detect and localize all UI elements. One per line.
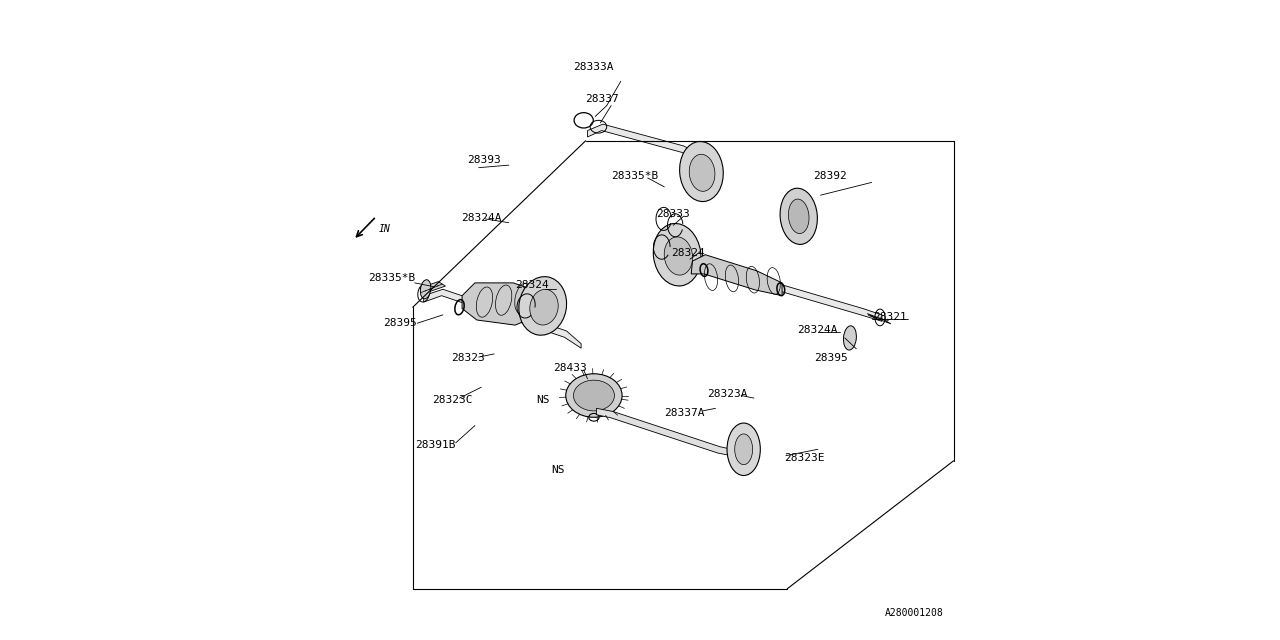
Polygon shape <box>420 282 445 292</box>
Text: 28324A: 28324A <box>461 212 502 223</box>
Ellipse shape <box>788 199 809 234</box>
Text: 28433: 28433 <box>554 363 588 373</box>
Text: NS: NS <box>536 395 550 405</box>
Polygon shape <box>588 124 703 162</box>
Text: 28335*B: 28335*B <box>612 171 658 181</box>
Polygon shape <box>424 289 581 348</box>
Ellipse shape <box>727 423 760 476</box>
Text: 28324: 28324 <box>671 248 704 258</box>
Ellipse shape <box>844 326 856 350</box>
Text: 28333: 28333 <box>657 209 690 220</box>
Ellipse shape <box>518 276 567 335</box>
Ellipse shape <box>735 434 753 465</box>
Text: 28393: 28393 <box>467 155 500 165</box>
Text: 28323A: 28323A <box>708 388 748 399</box>
Ellipse shape <box>653 223 701 286</box>
Text: 28324: 28324 <box>516 280 549 290</box>
Text: 28335*B: 28335*B <box>369 273 415 284</box>
Ellipse shape <box>573 380 614 411</box>
Polygon shape <box>462 283 545 325</box>
Text: 28395: 28395 <box>383 318 416 328</box>
Polygon shape <box>596 408 735 456</box>
Text: 28323: 28323 <box>452 353 485 364</box>
Ellipse shape <box>680 141 723 202</box>
Text: 28337: 28337 <box>585 94 620 104</box>
Text: 28323C: 28323C <box>433 395 472 405</box>
Polygon shape <box>691 255 782 296</box>
Text: 28333A: 28333A <box>573 62 613 72</box>
Ellipse shape <box>420 280 431 299</box>
Text: IN: IN <box>379 224 390 234</box>
Polygon shape <box>660 254 882 321</box>
Text: 28323E: 28323E <box>783 452 824 463</box>
Text: 28392: 28392 <box>813 171 846 181</box>
Text: NS: NS <box>552 465 566 476</box>
Text: 28324A: 28324A <box>796 324 837 335</box>
Text: A280001208: A280001208 <box>886 608 945 618</box>
Polygon shape <box>868 314 891 324</box>
Ellipse shape <box>566 374 622 417</box>
Ellipse shape <box>689 154 716 191</box>
Text: 28321: 28321 <box>874 312 908 322</box>
Ellipse shape <box>530 289 558 325</box>
Ellipse shape <box>664 237 692 275</box>
Text: 28391B: 28391B <box>415 440 456 450</box>
Ellipse shape <box>780 188 818 244</box>
Text: 28395: 28395 <box>814 353 847 364</box>
Text: 28337A: 28337A <box>664 408 705 418</box>
